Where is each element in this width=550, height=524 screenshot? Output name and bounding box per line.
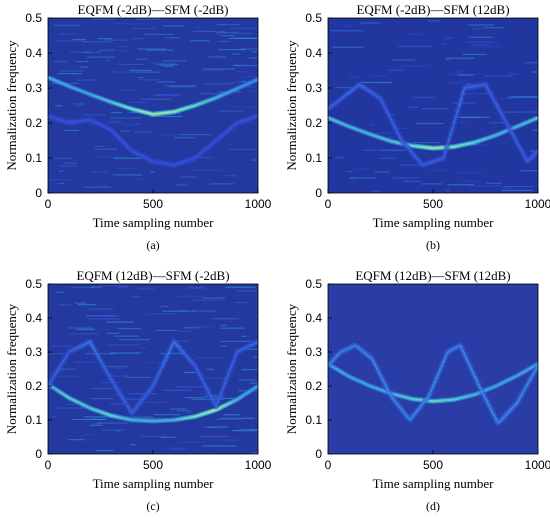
y-tick-label: 0.5 xyxy=(25,11,42,25)
x-axis-label: Time sampling number xyxy=(373,476,495,491)
y-tick-label: 0.4 xyxy=(305,311,322,325)
chart-title: EQFM (-2dB)—SFM (-2dB) xyxy=(78,2,229,17)
chart-title: EQFM (-2dB)—SFM (12dB) xyxy=(356,2,509,17)
y-tick-label: 0.5 xyxy=(305,11,322,25)
x-tick-label: 0 xyxy=(45,197,52,211)
y-tick-label: 0.4 xyxy=(25,46,42,60)
y-tick-label: 0 xyxy=(35,447,42,461)
y-tick-label: 0.2 xyxy=(305,379,322,393)
x-axis-label: Time sampling number xyxy=(93,215,215,230)
x-tick-label: 500 xyxy=(143,197,163,211)
y-tick-label: 0.2 xyxy=(305,116,322,130)
x-axis-label: Time sampling number xyxy=(93,476,215,491)
panel-a: 0 0.1 0.2 0.3 0.4 0.5 0 500 1000 EQFM (-2dB)—SFM … xyxy=(4,2,272,252)
x-tick-label: 500 xyxy=(143,458,163,472)
sfm-ridge xyxy=(447,133,452,142)
x-tick-label: 0 xyxy=(325,458,332,472)
y-tick-label: 0.1 xyxy=(25,413,42,427)
y-tick-label: 0.4 xyxy=(305,46,322,60)
sfm-ridge xyxy=(458,98,462,107)
sfm-ridge xyxy=(451,122,455,130)
sfm-ridge xyxy=(444,145,448,154)
y-axis-label: Normalization frequency xyxy=(4,303,19,434)
y-tick-label: 0.3 xyxy=(25,345,42,359)
sfm-ridge xyxy=(446,139,450,148)
sfm-ridge xyxy=(454,110,459,119)
plot-area xyxy=(48,18,258,193)
sfm-ridge xyxy=(456,104,461,113)
panel-c: 0 0.1 0.2 0.3 0.4 0.5 0 500 1000 EQFM (12dB)—SFM … xyxy=(4,268,272,513)
y-tick-label: 0.5 xyxy=(305,277,322,291)
y-axis-label: Normalization frequency xyxy=(4,40,19,171)
y-tick-label: 0.4 xyxy=(25,311,42,325)
x-tick-label: 1000 xyxy=(245,197,272,211)
x-tick-label: 1000 xyxy=(525,197,550,211)
x-tick-label: 500 xyxy=(423,458,443,472)
heatmap-background xyxy=(48,18,258,193)
x-tick-label: 1000 xyxy=(245,458,272,472)
sfm-ridge xyxy=(449,127,454,136)
y-tick-label: 0 xyxy=(315,447,322,461)
y-tick-label: 0.1 xyxy=(305,413,322,427)
panel-caption: (a) xyxy=(146,238,159,252)
y-tick-label: 0.1 xyxy=(305,151,322,165)
panel-caption: (d) xyxy=(426,499,440,513)
sfm-ridge xyxy=(460,92,464,101)
panel-d: 0 0.1 0.2 0.3 0.4 0.5 0 500 1000 EQFM (12dB)—SFM … xyxy=(284,268,550,513)
y-tick-label: 0.3 xyxy=(25,81,42,95)
y-tick-label: 0.2 xyxy=(25,116,42,130)
heatmap-background xyxy=(48,284,258,454)
y-tick-label: 0.3 xyxy=(305,345,322,359)
chart-title: EQFM (12dB)—SFM (12dB) xyxy=(355,268,510,283)
y-tick-label: 0 xyxy=(35,186,42,200)
x-axis-label: Time sampling number xyxy=(373,215,495,230)
x-tick-label: 0 xyxy=(45,458,52,472)
panel-caption: (b) xyxy=(426,238,440,252)
x-tick-label: 500 xyxy=(423,197,443,211)
y-axis-label: Normalization frequency xyxy=(284,40,299,171)
y-axis-label: Normalization frequency xyxy=(284,303,299,434)
y-tick-label: 0.3 xyxy=(305,81,322,95)
y-tick-label: 0.2 xyxy=(25,379,42,393)
x-tick-label: 0 xyxy=(325,197,332,211)
plot-area xyxy=(328,18,538,193)
heatmap-background xyxy=(328,18,538,193)
heatmap-background xyxy=(328,284,538,454)
y-tick-label: 0 xyxy=(315,186,322,200)
y-tick-label: 0.1 xyxy=(25,151,42,165)
panel-caption: (c) xyxy=(146,499,159,513)
sfm-ridge xyxy=(453,116,457,124)
x-tick-label: 1000 xyxy=(525,458,550,472)
y-tick-label: 0.5 xyxy=(25,277,42,291)
panel-b: 0 0.1 0.2 0.3 0.4 0.5 0 500 1000 EQFM (-2dB)—SFM … xyxy=(284,2,550,252)
sfm-ridge xyxy=(461,87,466,95)
sfm-ridge xyxy=(442,151,447,159)
chart-title: EQFM (12dB)—SFM (-2dB) xyxy=(76,268,229,283)
plot-area xyxy=(48,284,258,454)
plot-area xyxy=(328,284,538,454)
